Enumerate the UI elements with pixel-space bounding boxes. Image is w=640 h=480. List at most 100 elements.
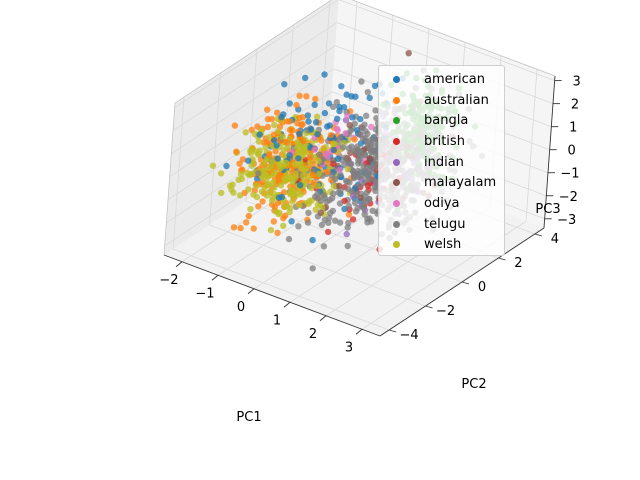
point-welsh [255,150,262,157]
point-british [349,216,357,223]
legend-label: british [424,133,465,149]
point-welsh [290,192,298,199]
point-telugu [333,99,340,106]
point-malayalam [357,194,364,201]
point-telugu [318,221,326,229]
y-tick-mark [534,233,543,237]
x-tick-label: −2 [159,273,178,288]
point-american [286,100,293,107]
point-welsh [283,203,291,210]
point-australian [270,218,277,225]
y-tick-label: −4 [400,328,419,343]
z-grid-line [336,22,554,104]
point-welsh [293,144,301,151]
point-australian [274,229,281,236]
point-american [273,142,280,149]
point-telugu [316,151,323,158]
point-american [336,107,343,115]
point-australian [239,156,247,163]
point-british [324,228,332,236]
point-telugu [321,216,328,224]
x-tick-label: −1 [195,286,214,301]
point-australian [263,139,271,146]
point-odiya [342,130,349,137]
point-australian [325,160,332,167]
point-telugu [361,167,368,174]
y-tick-mark [461,281,470,285]
point-american [309,236,316,244]
y-grid-line [172,96,185,250]
point-welsh [280,222,287,229]
point-telugu [369,163,376,171]
point-telugu [320,243,328,250]
point-telugu [304,219,312,226]
point-welsh [322,144,329,151]
point-welsh [306,159,313,166]
point-telugu [285,235,293,243]
z-tick-label: −1 [560,167,579,182]
y-tick-label: 2 [514,256,522,271]
point-welsh [264,181,271,189]
point-welsh [281,152,288,159]
point-welsh [300,148,308,155]
point-indian [343,230,350,238]
legend-marker [393,199,400,207]
point-american [302,74,309,82]
point-welsh [209,162,217,169]
legend-item-welsh: welsh [379,235,504,256]
legend-label: welsh [424,237,462,253]
legend-label: australian [424,92,489,108]
point-telugu [364,89,371,96]
z-grid-line [167,91,333,201]
legend: american australian bangla british indian mal… [378,65,505,256]
z-tick-label: 3 [573,75,581,90]
point-odiya [336,166,343,173]
legend-marker [393,241,400,249]
y-grid-line [172,248,390,331]
point-telugu [366,176,373,183]
top-edge-line [351,0,556,77]
y-tick-mark [498,257,506,261]
point-welsh [247,147,254,155]
point-telugu [361,211,368,218]
point-australian [236,160,243,167]
point-welsh [253,182,260,190]
z-tick-label: 1 [569,121,577,136]
axis-lines [163,0,556,337]
point-american [334,155,342,163]
point-welsh [217,170,225,177]
x-tick-mark [211,274,219,281]
point-australian [264,106,271,113]
y-grid-line [209,72,221,226]
point-welsh [297,191,304,198]
point-american [271,137,278,144]
z-grid-line [169,68,334,178]
point-australian [254,123,261,130]
point-welsh [312,206,319,213]
point-welsh [279,133,286,140]
x-tick-mark [283,301,291,308]
x-tick-mark [247,288,255,295]
point-welsh [274,128,282,135]
point-odiya [344,112,351,120]
point-telugu [364,130,371,137]
point-australian [351,136,358,143]
point-american [245,157,252,164]
point-australian [245,212,252,220]
point-telugu [336,200,344,207]
point-telugu [337,171,344,178]
point-welsh [280,146,287,154]
point-american [340,104,348,111]
point-american [321,109,329,117]
x-grid-line [345,1,358,154]
point-malayalam [346,122,353,129]
z-grid-line [174,0,339,108]
point-welsh [271,184,278,191]
point-american [314,131,321,138]
point-australian [264,123,272,131]
point-telugu [366,215,373,222]
legend-item-telugu: telugu [379,214,504,235]
point-american [275,194,283,201]
point-telugu [309,265,316,272]
point-telugu [351,199,359,207]
